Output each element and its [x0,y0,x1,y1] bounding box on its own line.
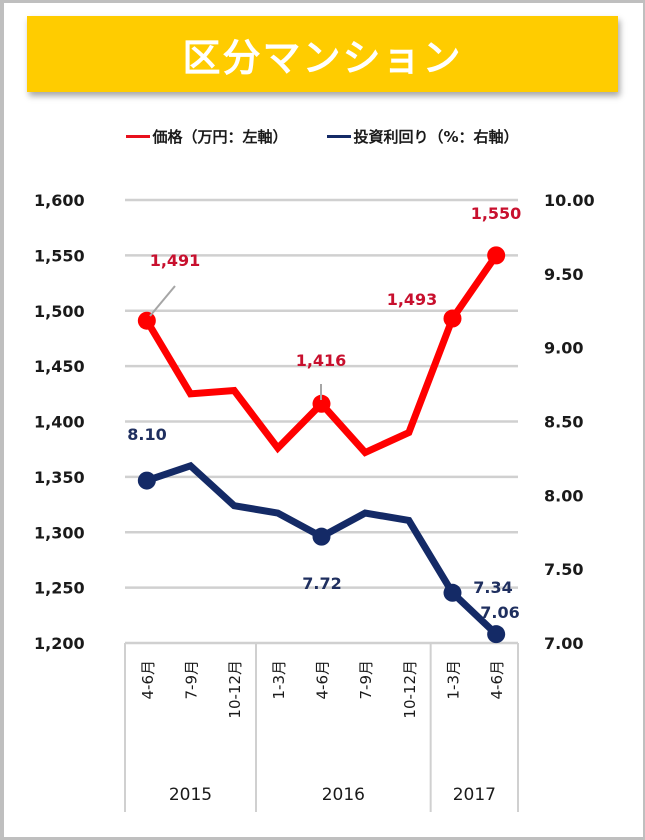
category-label: 7-9月 [357,660,375,700]
right-tick-label: 9.00 [544,339,583,358]
category-label: 10-12月 [401,660,419,719]
left-tick-label: 1,600 [34,191,85,210]
title-banner: 区分マンション [27,16,618,92]
year-label: 2017 [453,785,496,805]
leader-line [149,285,176,317]
left-tick-label: 1,400 [34,413,85,432]
price-data-label: 1,550 [471,204,522,223]
right-axis: 7.00 7.50 8.00 8.50 9.00 9.50 10.00 [544,191,595,653]
category-label: 4-6月 [488,660,506,700]
yield-data-label: 7.06 [480,603,519,622]
legend-label-price: 価格（万円：左軸） [152,127,288,146]
x-axis: 2015 2016 2017 4-6月 7-9月 10-12月 1-3月 4-6月 7-9月 10… [124,641,519,812]
left-tick-label: 1,450 [34,357,85,376]
left-tick-label: 1,550 [34,246,85,265]
legend-item-yield: 投資利回り（%：右軸） [327,126,519,147]
right-tick-label: 7.00 [544,634,583,653]
price-data-label: 1,493 [387,290,438,309]
category-label: 1-3月 [270,660,288,700]
year-label: 2016 [322,785,365,805]
price-marker [443,309,462,328]
right-tick-label: 7.50 [544,560,583,579]
price-data-label: 1,491 [150,251,201,270]
price-data-label: 1,416 [296,351,347,370]
yield-line [145,461,499,637]
yield-data-label: 8.10 [127,425,166,444]
yield-data-label: 7.72 [302,574,341,593]
yield-marker [443,583,462,602]
left-tick-label: 1,250 [34,579,85,598]
price-marker [487,246,506,265]
yield-marker [312,527,331,546]
yield-marker [487,625,506,644]
legend-swatch-red-icon [126,134,151,138]
left-tick-label: 1,300 [34,523,85,542]
chart-title: 区分マンション [182,35,463,80]
category-label: 1-3月 [445,660,463,700]
yield-data-label: 7.34 [473,578,512,597]
yield-marker [137,471,156,490]
category-label: 4-6月 [314,660,332,700]
legend-item-price: 価格（万円：左軸） [126,126,287,147]
category-label: 10-12月 [226,660,244,719]
category-label: 4-6月 [139,660,157,700]
left-axis: 1,200 1,250 1,300 1,350 1,400 1,450 1,500 1,550… [34,191,85,653]
series-layer [137,246,506,644]
left-tick-label: 1,350 [34,468,85,487]
right-tick-label: 10.00 [544,191,595,210]
price-marker [137,311,156,330]
price-marker [312,394,331,413]
data-labels: 1,491 1,416 1,493 1,550 8.10 7.72 7.34 7.06 [127,204,521,622]
year-label: 2015 [169,785,212,805]
right-tick-label: 8.00 [544,486,583,505]
legend-swatch-blue-icon [327,134,352,138]
left-tick-label: 1,500 [34,302,85,321]
right-tick-label: 8.50 [544,413,583,432]
legend-label-yield: 投資利回り（%：右軸） [353,127,519,146]
category-label: 7-9月 [183,660,201,700]
left-tick-label: 1,200 [34,634,85,653]
right-tick-label: 9.50 [544,265,583,284]
legend: 価格（万円：左軸） 投資利回り（%：右軸） [0,124,645,148]
